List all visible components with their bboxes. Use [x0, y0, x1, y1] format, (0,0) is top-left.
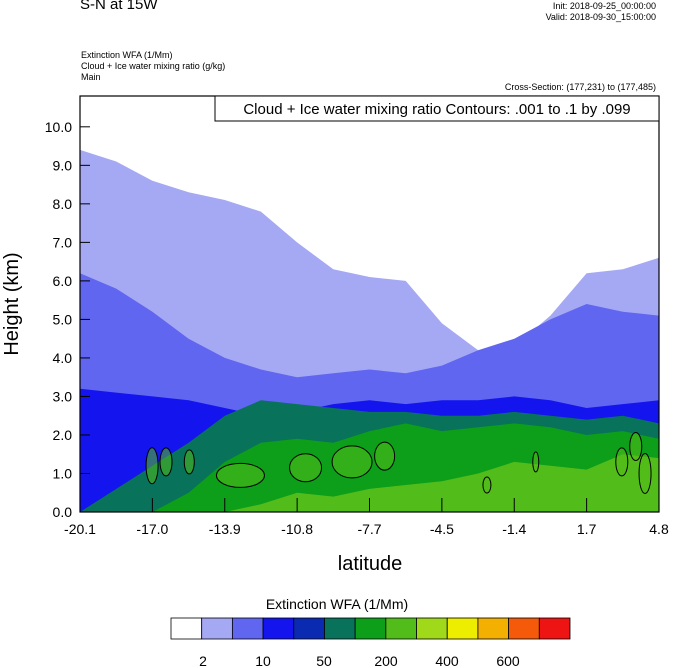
- x-tick-label: -7.7: [357, 521, 381, 537]
- cross-section-label: Cross-Section: (177,231) to (177,485): [504, 82, 656, 92]
- x-tick-label: -1.4: [502, 521, 526, 537]
- cloud-contour-3: [183, 449, 195, 475]
- y-tick-label: 8.0: [53, 196, 73, 212]
- colorbar-swatch: [231, 617, 264, 640]
- x-axis-label: latitude: [338, 553, 403, 575]
- colorbar-title: Extinction WFA (1/Mm): [265, 596, 409, 612]
- x-tick-label: -17.0: [136, 521, 168, 537]
- y-axis-label: Height (km): [1, 252, 23, 355]
- x-tick-label: -4.5: [430, 521, 454, 537]
- colorbar-swatch: [324, 617, 356, 640]
- colorbar-swatch: [385, 617, 417, 640]
- init-time: Init: 2018-09-25_00:00:00: [552, 1, 656, 11]
- x-tick-label: -20.1: [64, 521, 96, 537]
- colorbar-swatch: [446, 617, 479, 640]
- field-label-3: Main: [81, 72, 101, 82]
- colorbar-label: 400: [435, 653, 459, 668]
- colorbar-swatch: [293, 617, 325, 640]
- colorbar-label: 2: [199, 653, 207, 668]
- cloud-contour-11: [629, 432, 643, 462]
- cloud-contour-5: [289, 453, 323, 483]
- colorbar-swatch: [201, 617, 233, 640]
- field-label-1: Extinction WFA (1/Mm): [81, 50, 173, 60]
- y-tick-label: 7.0: [53, 234, 73, 250]
- colorbar-label: 200: [374, 653, 398, 668]
- field-label-2: Cloud + Ice water mixing ratio (g/kg): [81, 61, 226, 71]
- x-tick-label: 4.8: [649, 521, 669, 537]
- cloud-contour-8: [482, 476, 492, 494]
- colorbar-swatch: [477, 617, 510, 640]
- valid-time: Valid: 2018-09-30_15:00:00: [545, 12, 656, 22]
- cloud-contour-2: [159, 447, 173, 477]
- y-tick-label: 9.0: [53, 157, 73, 173]
- plot-title: S-N at 15W: [80, 0, 158, 13]
- cloud-contour-7: [374, 441, 396, 471]
- y-tick-label: 2.0: [53, 427, 73, 443]
- y-axis: 0.0 1.0 2.0 3.0 4.0 5.0 6.0 7.0 8.0 9.0 10.0: [45, 119, 90, 520]
- colorbar: 2 10 50 200 400 600: [170, 617, 571, 668]
- cloud-contour-1: [145, 447, 159, 485]
- colorbar-label: 600: [496, 653, 520, 668]
- contour-legend-text: Cloud + Ice water mixing ratio Contours:…: [243, 101, 630, 118]
- y-tick-label: 3.0: [53, 388, 73, 404]
- y-tick-label: 6.0: [53, 273, 73, 289]
- cloud-contour-12: [638, 452, 652, 494]
- colorbar-swatch: [538, 617, 571, 640]
- y-tick-label: 4.0: [53, 350, 73, 366]
- cloud-contours: [145, 432, 652, 494]
- colorbar-swatch: [262, 617, 295, 640]
- x-axis: -20.1 -17.0 -13.9 -10.8 -7.7 -4.5 -1.4 1.7 4.8: [64, 498, 669, 537]
- colorbar-swatch: [354, 617, 387, 640]
- x-tick-label: -10.8: [281, 521, 313, 537]
- y-tick-label: 5.0: [53, 311, 73, 327]
- colorbar-label: 50: [316, 653, 332, 668]
- cloud-contour-10: [615, 447, 629, 477]
- y-tick-label: 0.0: [53, 504, 73, 520]
- y-tick-label: 1.0: [53, 465, 73, 481]
- colorbar-swatch: [170, 617, 203, 640]
- cloud-contour-4: [215, 462, 265, 488]
- cloud-contour-9: [532, 451, 540, 473]
- x-tick-label: -13.9: [209, 521, 241, 537]
- colorbar-swatch: [416, 617, 448, 640]
- contour-legend-box: [214, 95, 660, 122]
- x-tick-label: 1.7: [577, 521, 597, 537]
- cloud-contour-6: [331, 445, 373, 479]
- colorbar-label: 10: [255, 653, 271, 668]
- extinction-region-6: [80, 454, 659, 512]
- colorbar-swatch: [508, 617, 540, 640]
- y-tick-label: 10.0: [45, 119, 72, 135]
